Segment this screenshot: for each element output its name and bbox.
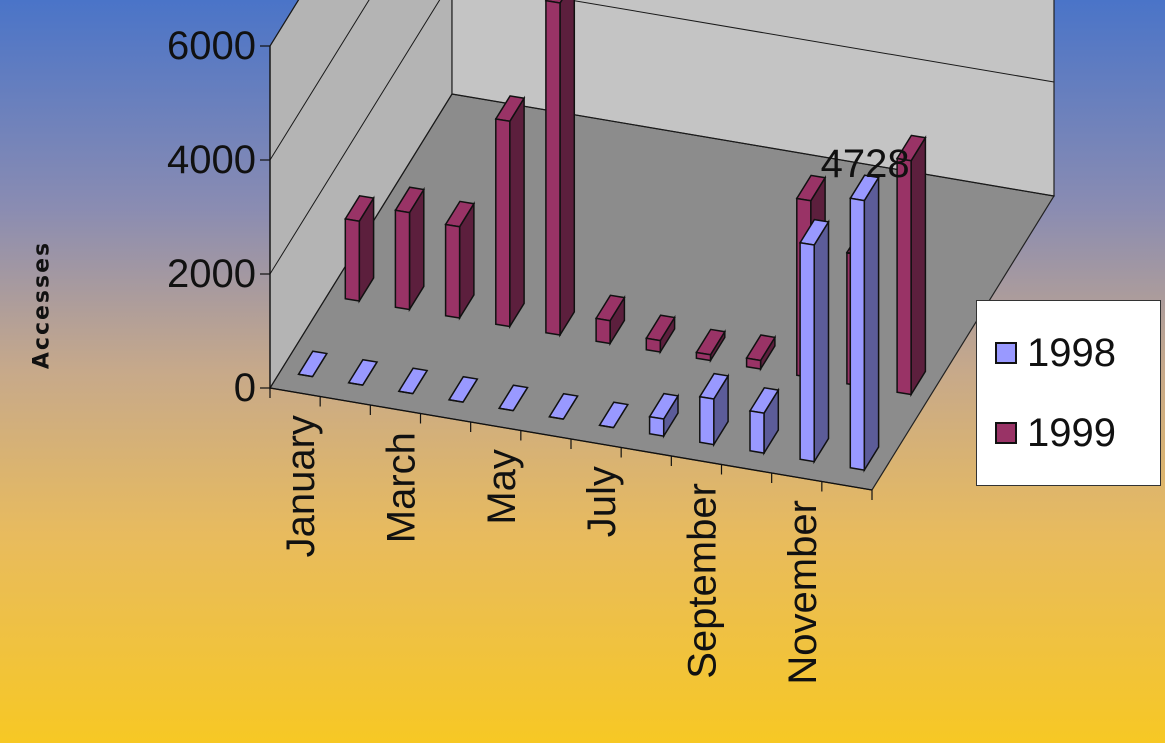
bar-1998-october (748, 386, 780, 456)
bar-1998-march (397, 367, 429, 395)
data-label-1998-december: 4728 (821, 142, 910, 186)
chart-axes (260, 45, 873, 500)
bar-front (648, 415, 665, 437)
bar-front (599, 424, 614, 429)
bar-front (745, 357, 762, 370)
x-tick-label-may: May (480, 449, 524, 525)
bar-1999-january (344, 194, 375, 304)
x-tick-label-july: July (580, 466, 624, 537)
bar-front (298, 373, 313, 378)
bar-front (398, 390, 413, 395)
bar-front (498, 407, 514, 412)
legend-swatch-1998 (995, 342, 1017, 364)
bar-front (448, 399, 464, 403)
data-labels: 58264728 (821, 142, 910, 186)
bar-front (545, 0, 561, 336)
gridline (269, 93, 1055, 389)
bar-side (813, 219, 830, 465)
bar-1999-august (695, 328, 727, 364)
bar-front (495, 118, 511, 328)
bar-1999-may (544, 0, 576, 338)
y-tick-label: 6000 (167, 24, 256, 68)
x-tick-label-january: January (279, 415, 323, 557)
legend: 1998 1999 (976, 300, 1161, 486)
bar-1999-june (594, 294, 626, 347)
bar-1999-september (745, 334, 777, 372)
bar-1998-june (548, 392, 579, 420)
bar-1999-december (895, 134, 927, 398)
x-tick-label-march: March (379, 432, 423, 543)
bar-side (559, 0, 576, 338)
bar-1998-november (798, 218, 830, 465)
bars (297, 0, 927, 473)
bar-front (645, 337, 662, 353)
bar-front (344, 218, 361, 302)
x-tick-label-november: November (781, 500, 825, 685)
bar-front (595, 317, 611, 345)
x-tick-labels: January March May July September November (279, 415, 825, 685)
bar-front (348, 382, 363, 386)
y-tick-labels: 0 2000 4000 6000 (167, 24, 256, 410)
bar-1998-may (497, 384, 529, 412)
y-axis-label: Accesses (29, 240, 55, 370)
bar-front (799, 241, 815, 463)
legend-item-1998: 1998 (995, 331, 1116, 375)
bar-front (896, 157, 912, 396)
y-tick-label: 4000 (167, 138, 256, 182)
bar-front (444, 223, 461, 319)
legend-label-1998: 1998 (1027, 330, 1116, 375)
y-tick-label: 0 (234, 366, 256, 410)
bar-1999-march (444, 200, 476, 321)
bar-1998-december (849, 174, 880, 473)
bar-front (849, 197, 866, 471)
bar-1998-september (698, 372, 730, 448)
bar-1998-july (598, 401, 630, 429)
bar-1999-february (394, 186, 426, 313)
bar-1999-july (645, 314, 676, 355)
bar-1998-january (297, 350, 329, 378)
bar-1998-april (447, 375, 479, 403)
bar-front (549, 416, 564, 420)
bar-1998-february (347, 358, 379, 386)
bar-front (699, 395, 715, 446)
bar-1999-april (494, 95, 526, 330)
bar-front (695, 351, 712, 362)
bar-1998-august (648, 392, 680, 439)
gridline (269, 0, 1055, 275)
gridline (269, 0, 370, 161)
bar-front (394, 209, 411, 311)
y-tick-label: 2000 (167, 252, 256, 296)
x-tick-label-september: September (680, 483, 724, 679)
legend-item-1999: 1999 (995, 411, 1116, 455)
legend-label-1999: 1999 (1027, 410, 1116, 455)
bar-front (749, 410, 765, 454)
bar-side (863, 174, 880, 473)
bar-side (910, 135, 927, 398)
gridlines (269, 0, 1055, 389)
bar-side (509, 95, 525, 330)
legend-swatch-1999 (995, 422, 1017, 444)
